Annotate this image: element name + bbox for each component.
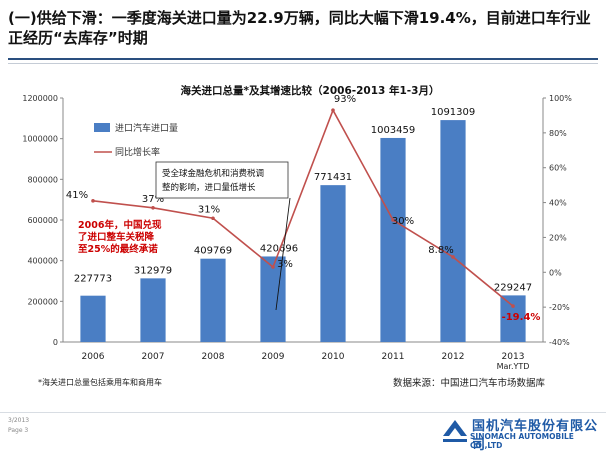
company-name-en: SINOMACH AUTOMOBILE CO.,LTD bbox=[470, 432, 574, 450]
legend-bar-swatch bbox=[94, 123, 110, 132]
bar-value-label: 229247 bbox=[494, 282, 532, 293]
growth-point-2007 bbox=[151, 206, 155, 210]
left-tick-label: 400000 bbox=[27, 257, 58, 266]
right-tick-label: 80% bbox=[549, 129, 567, 138]
bar-2013 bbox=[500, 295, 526, 342]
right-tick-label: -20% bbox=[549, 303, 570, 312]
bar-2006 bbox=[80, 295, 106, 342]
bar-value-label: 1091309 bbox=[431, 107, 476, 118]
page-number: Page 3 bbox=[8, 427, 29, 434]
x-tick-label: 2009 bbox=[262, 352, 285, 362]
page-date: 3/2013 bbox=[8, 417, 30, 424]
bar-value-label: 771431 bbox=[314, 172, 352, 183]
growth-point-2013 bbox=[511, 304, 515, 308]
left-tick-label: 800000 bbox=[27, 175, 58, 184]
policy-annotation-text: 了进口整车关税降 bbox=[78, 231, 155, 243]
growth-value-label: -19.4% bbox=[502, 312, 541, 323]
growth-labels: 41% 37% 31% 3% 93% 30% 8.8% -19.4% bbox=[66, 94, 541, 323]
growth-point-2010 bbox=[331, 108, 335, 112]
growth-value-label: 37% bbox=[142, 194, 164, 205]
annotation-text: 整的影响，进口量低增长 bbox=[162, 182, 256, 193]
growth-value-label: 8.8% bbox=[428, 245, 453, 256]
footnote: *海关进口总量包括乘用车和商用车 bbox=[38, 378, 162, 387]
right-tick-label: -40% bbox=[549, 338, 570, 347]
bar-labels: 227773 312979 409769 420696 771431 1003459 109… bbox=[74, 107, 532, 293]
import-volume-chart: 海关进口总量*及其增速比较（2006-2013 年1-3月） 0 200000 40… bbox=[22, 84, 572, 371]
growth-value-label: 3% bbox=[277, 259, 293, 270]
right-tick-label: 100% bbox=[549, 94, 572, 103]
left-tick-label: 200000 bbox=[27, 297, 58, 306]
right-tick-label: 0% bbox=[549, 268, 562, 277]
page-headline: (一)供给下滑：一季度海关进口量为22.9万辆，同比大幅下滑19.4%，目前进口… bbox=[8, 9, 591, 47]
annotation-box bbox=[155, 161, 289, 199]
bar-value-label: 1003459 bbox=[371, 125, 416, 136]
bar-series bbox=[80, 120, 526, 343]
company-name-cn: 国机汽车股份有限公司 bbox=[472, 419, 599, 453]
x-tick-label: 2008 bbox=[202, 352, 225, 362]
legend-line-label: 同比增长率 bbox=[115, 146, 160, 158]
bar-value-label: 409769 bbox=[194, 246, 232, 257]
data-source: 数据来源：中国进口汽车市场数据库 bbox=[393, 378, 546, 389]
growth-value-label: 31% bbox=[198, 204, 220, 215]
growth-line-series bbox=[91, 108, 515, 308]
bar-value-label: 420696 bbox=[260, 243, 298, 254]
policy-annotation-text: 至25%的最终承诺 bbox=[78, 243, 158, 255]
chart-title: 海关进口总量*及其增速比较（2006-2013 年1-3月） bbox=[181, 84, 440, 97]
x-tick-label: 2012 bbox=[442, 352, 465, 362]
x-tick-label: 2011 bbox=[382, 352, 405, 362]
x-tick-label: 2013 bbox=[502, 352, 525, 362]
growth-value-label: 30% bbox=[392, 216, 414, 227]
bar-2011 bbox=[380, 137, 406, 342]
bar-2007 bbox=[140, 278, 166, 342]
left-tick-label: 1000000 bbox=[22, 135, 58, 144]
footer-rule bbox=[0, 412, 606, 413]
x-tick-label: 2010 bbox=[322, 352, 345, 362]
policy-annotation-text: 2006年，中国兑现 bbox=[78, 219, 162, 231]
annotation-text: 受全球金融危机和消费税调 bbox=[162, 168, 264, 179]
bar-2008 bbox=[200, 258, 226, 342]
legend-bar-label: 进口汽车进口量 bbox=[115, 122, 178, 134]
right-tick-label: 60% bbox=[549, 164, 567, 173]
company-logo-icon bbox=[443, 420, 467, 442]
right-tick-label: 40% bbox=[549, 199, 567, 208]
growth-value-label: 93% bbox=[334, 94, 356, 105]
x-tick-label: 2007 bbox=[142, 352, 165, 362]
header-rule bbox=[8, 58, 598, 60]
growth-line bbox=[92, 108, 514, 307]
growth-point-2011 bbox=[391, 218, 395, 222]
bar-value-label: 312979 bbox=[134, 265, 172, 276]
annotation-pointer bbox=[275, 197, 291, 311]
x-tick-sublabel: Mar.YTD bbox=[497, 362, 530, 371]
growth-value-label: 41% bbox=[66, 190, 88, 201]
growth-point-2006 bbox=[91, 199, 95, 203]
left-tick-label: 600000 bbox=[27, 216, 58, 225]
left-tick-label: 0 bbox=[53, 338, 58, 347]
right-tick-label: 20% bbox=[549, 233, 567, 242]
bar-value-label: 227773 bbox=[74, 274, 112, 285]
growth-point-2009 bbox=[271, 265, 275, 269]
x-tick-label: 2006 bbox=[82, 352, 105, 362]
left-tick-label: 1200000 bbox=[22, 94, 58, 103]
bar-2009 bbox=[260, 256, 286, 342]
bar-2012 bbox=[440, 120, 466, 343]
header-rule-thin bbox=[8, 63, 598, 64]
growth-point-2008 bbox=[211, 216, 215, 221]
growth-point-2012 bbox=[451, 255, 455, 259]
bar-2010 bbox=[320, 185, 346, 342]
